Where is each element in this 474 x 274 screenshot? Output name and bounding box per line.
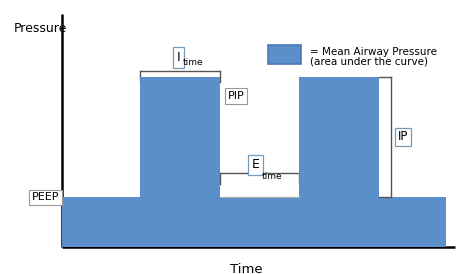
Text: = Mean Airway Pressure: = Mean Airway Pressure: [310, 47, 438, 57]
Bar: [62, 197, 446, 247]
Text: PEEP: PEEP: [32, 192, 59, 202]
Text: E: E: [252, 158, 259, 171]
Text: Time: Time: [230, 263, 263, 274]
Text: (area under the curve): (area under the curve): [310, 57, 428, 67]
Text: PIP: PIP: [228, 91, 244, 101]
Text: IP: IP: [398, 130, 409, 144]
Bar: [299, 77, 379, 247]
Text: I: I: [176, 51, 180, 64]
Bar: [140, 77, 220, 247]
Bar: [268, 45, 301, 64]
Text: time: time: [262, 172, 283, 181]
Text: Pressure: Pressure: [14, 22, 68, 35]
Text: time: time: [182, 58, 203, 67]
